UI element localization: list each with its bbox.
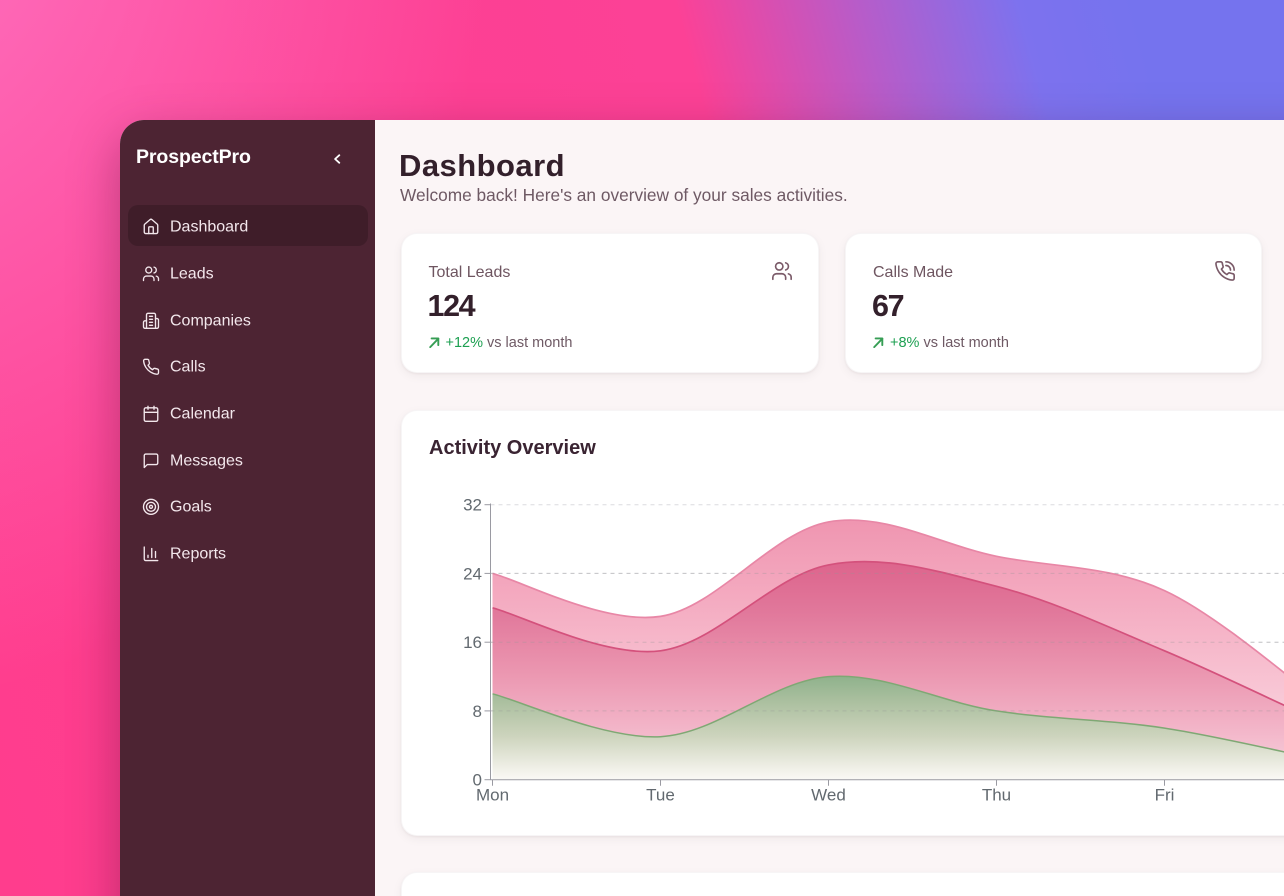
svg-text:0: 0 bbox=[473, 770, 482, 789]
svg-text:Thu: Thu bbox=[982, 785, 1011, 804]
svg-text:Fri: Fri bbox=[1155, 785, 1175, 804]
svg-text:Wed: Wed bbox=[811, 785, 846, 804]
svg-text:24: 24 bbox=[463, 564, 482, 583]
svg-text:8: 8 bbox=[473, 701, 482, 720]
svg-text:Mon: Mon bbox=[476, 785, 509, 804]
svg-text:Tue: Tue bbox=[646, 785, 675, 804]
svg-text:32: 32 bbox=[463, 495, 482, 514]
svg-text:16: 16 bbox=[463, 633, 482, 652]
